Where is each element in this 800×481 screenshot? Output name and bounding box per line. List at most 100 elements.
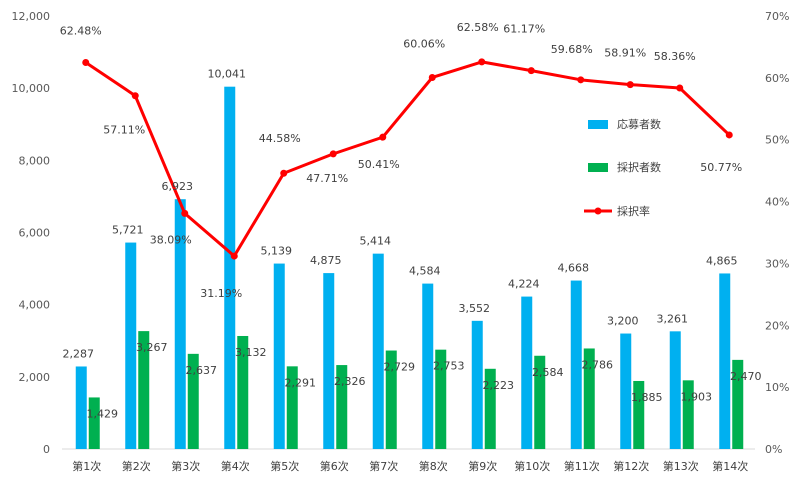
- applicants-value-label: 5,721: [112, 224, 144, 237]
- adopted-bar: [385, 350, 397, 449]
- x-category-label: 第6次: [320, 459, 349, 473]
- rate-value-label: 60.06%: [403, 37, 445, 50]
- adopted-value-label: 2,786: [582, 358, 614, 371]
- rate-marker: [478, 58, 486, 66]
- x-category-label: 第10次: [514, 459, 550, 473]
- adopted-value-label: 2,291: [285, 376, 317, 389]
- rate-marker: [428, 73, 436, 81]
- rate-marker: [725, 131, 733, 139]
- y-right-tick-label: 40%: [765, 196, 789, 209]
- y-left-tick-label: 2,000: [19, 371, 51, 384]
- y-right-tick-label: 20%: [765, 319, 789, 332]
- adopted-bar: [138, 331, 150, 449]
- adopted-value-label: 2,326: [334, 375, 366, 388]
- applicants-bar: [669, 331, 681, 449]
- rate-marker: [379, 133, 387, 141]
- x-category-label: 第4次: [221, 459, 250, 473]
- legend-label: 採択者数: [617, 160, 661, 174]
- adopted-value-label: 2,637: [186, 364, 218, 377]
- legend-label: 応募者数: [617, 117, 661, 131]
- adopted-value-label: 3,132: [235, 346, 267, 359]
- x-category-label: 第11次: [564, 459, 600, 473]
- rate-value-label: 58.36%: [654, 50, 696, 63]
- rate-marker: [230, 252, 238, 260]
- y-left-tick-label: 12,000: [12, 10, 51, 23]
- applicants-bar: [372, 253, 384, 449]
- rate-line: [82, 58, 733, 260]
- adopted-bar: [187, 353, 199, 449]
- y-right-tick-label: 60%: [765, 72, 789, 85]
- applicants-bar: [620, 333, 632, 449]
- x-category-label: 第7次: [369, 459, 398, 473]
- rate-value-label: 62.58%: [457, 21, 499, 34]
- adopted-value-label: 1,903: [681, 390, 713, 403]
- applicants-bar: [570, 280, 582, 449]
- rate-marker: [181, 209, 189, 217]
- rate-marker: [131, 92, 139, 100]
- rate-value-label: 50.41%: [358, 158, 400, 171]
- legend-swatch: [588, 120, 608, 129]
- applicants-value-label: 4,584: [409, 265, 441, 278]
- applicants-value-label: 3,552: [459, 302, 491, 315]
- adopted-value-label: 2,584: [532, 366, 564, 379]
- rate-marker: [280, 169, 288, 177]
- applicants-bar: [224, 86, 236, 449]
- rate-marker: [329, 150, 337, 158]
- legend-item-rate: 採択率: [584, 204, 650, 218]
- y-right-tick-label: 30%: [765, 257, 789, 270]
- rate-marker: [577, 76, 585, 84]
- adopted-value-label: 3,267: [136, 341, 168, 354]
- adopted-value-label: 2,729: [384, 361, 416, 374]
- rate-value-label: 59.68%: [551, 43, 593, 56]
- y-left-tick-label: 4,000: [19, 299, 51, 312]
- adopted-bar: [435, 349, 447, 449]
- bars: [75, 86, 744, 449]
- rate-value-label: 62.48%: [60, 25, 102, 38]
- applicants-value-label: 4,224: [508, 278, 540, 291]
- applicants-bar: [174, 199, 186, 449]
- adopted-bar: [88, 397, 100, 449]
- legend-item-applicants: 応募者数: [588, 117, 661, 131]
- y-left-tick-label: 6,000: [19, 227, 51, 240]
- applicants-bar: [125, 242, 137, 449]
- applicants-bar: [471, 320, 483, 449]
- applicants-value-label: 5,139: [261, 245, 293, 258]
- applicants-value-label: 6,923: [162, 180, 194, 193]
- adopted-bar: [237, 335, 249, 449]
- adopted-bar: [732, 359, 744, 449]
- y-right-tick-label: 50%: [765, 134, 789, 147]
- rate-value-label: 50.77%: [700, 161, 742, 174]
- x-category-label: 第12次: [613, 459, 649, 473]
- rate-marker: [82, 59, 90, 67]
- y-right-tick-label: 10%: [765, 381, 789, 394]
- applicants-value-label: 4,875: [310, 254, 342, 267]
- applicants-value-label: 4,668: [558, 262, 590, 275]
- applicants-value-label: 4,865: [706, 254, 738, 267]
- x-category-label: 第2次: [122, 459, 151, 473]
- legend-swatch: [588, 163, 608, 172]
- adopted-bar: [534, 355, 546, 449]
- rate-marker: [676, 84, 684, 92]
- rate-value-label: 38.09%: [150, 233, 192, 246]
- x-category-label: 第5次: [270, 459, 299, 473]
- adopted-value-label: 1,885: [631, 391, 663, 404]
- rate-marker: [626, 81, 634, 89]
- applicants-value-label: 3,200: [607, 315, 639, 328]
- adopted-bar: [682, 380, 694, 449]
- rate-line-path: [84, 60, 731, 258]
- axes: 0 2,000 4,000 6,000 8,000 10,000 12,000 0% 10% 20…: [12, 10, 790, 473]
- applicants-value-label: 10,041: [208, 68, 247, 81]
- y-left-tick-label: 10,000: [12, 82, 51, 95]
- x-category-label: 第9次: [468, 459, 497, 473]
- applicants-bar: [422, 283, 434, 449]
- x-category-label: 第3次: [171, 459, 200, 473]
- x-category-label: 第14次: [712, 459, 748, 473]
- applicants-bar: [323, 273, 335, 449]
- x-category-label: 第8次: [419, 459, 448, 473]
- applicants-bar: [273, 263, 285, 449]
- legend-marker-swatch: [594, 207, 602, 215]
- y-left-tick-label: 8,000: [19, 154, 51, 167]
